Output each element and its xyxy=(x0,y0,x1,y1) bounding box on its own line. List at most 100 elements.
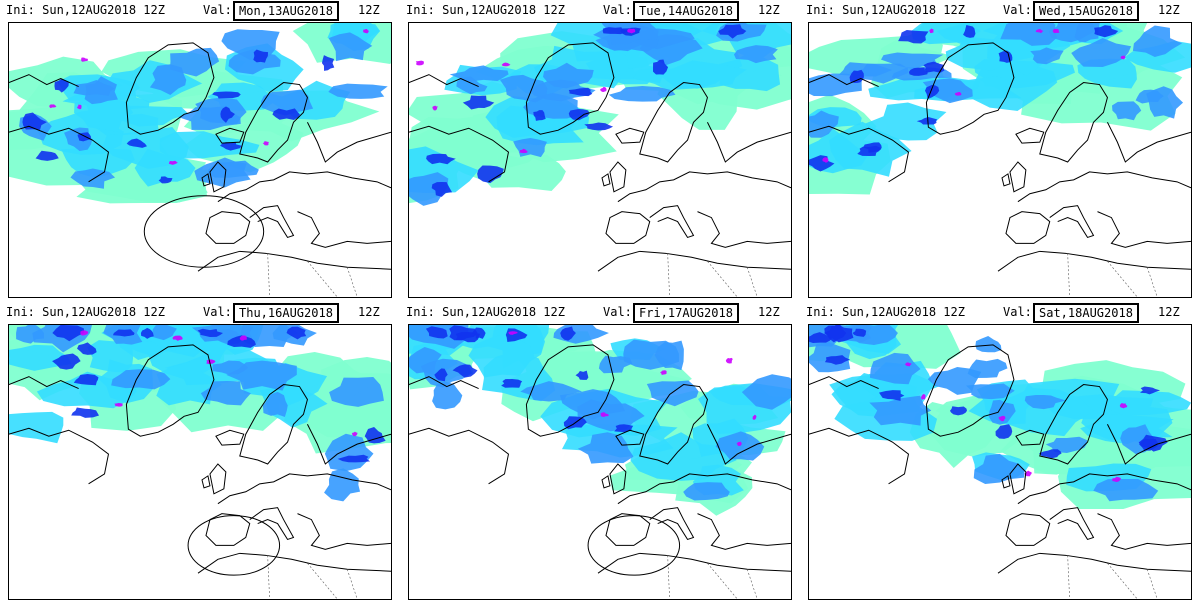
precip-blob xyxy=(262,391,288,418)
coastlines xyxy=(809,344,1191,574)
precip-blob xyxy=(1052,28,1060,34)
coastline xyxy=(9,427,110,485)
forecast-panel-1: Ini: Sun,12AUG2018 12Z Val: Mon,13AUG201… xyxy=(0,0,392,298)
coastline xyxy=(615,127,645,144)
coastline xyxy=(239,384,308,465)
coastline xyxy=(609,463,627,495)
valid-hour-label: 12Z xyxy=(358,305,380,319)
coastline xyxy=(1039,82,1108,163)
panel-header: Ini: Sun,12AUG2018 12Z Val: Fri,17AUG201… xyxy=(400,302,792,323)
precip-blob xyxy=(975,336,1002,353)
borders xyxy=(1067,555,1158,599)
coastline xyxy=(205,211,251,244)
precip-blob xyxy=(945,36,1052,71)
highlight-ellipse xyxy=(143,195,265,268)
precip-blob xyxy=(194,157,251,188)
precip-blob xyxy=(533,110,546,121)
coastline xyxy=(809,427,910,485)
coastline xyxy=(197,552,391,574)
precip-blob xyxy=(9,344,72,371)
precip-blob xyxy=(197,328,223,338)
coastline xyxy=(201,475,211,489)
coastline xyxy=(1017,473,1191,505)
precip-blob xyxy=(809,155,835,172)
precip-blob xyxy=(432,105,438,111)
precip-blob xyxy=(220,106,235,123)
coastline xyxy=(1009,463,1027,495)
valid-date-box: Fri,17AUG2018 xyxy=(633,303,739,323)
precip-blob xyxy=(608,86,676,102)
border-line xyxy=(346,569,358,599)
precip-blob xyxy=(683,482,730,501)
precip-blob xyxy=(1112,476,1121,482)
coastline xyxy=(639,384,708,465)
coastline xyxy=(239,82,308,163)
precip-blob xyxy=(1071,37,1132,67)
coastline xyxy=(605,211,651,244)
precip-blob xyxy=(921,393,926,400)
precip-blob xyxy=(1140,386,1161,395)
coastline xyxy=(525,344,615,437)
precip-blob xyxy=(1119,403,1128,409)
panel-header: Ini: Sun,12AUG2018 12Z Val: Wed,15AUG201… xyxy=(800,0,1192,21)
precip-blob xyxy=(809,110,839,138)
valid-label: Val: xyxy=(1003,3,1032,17)
precip-blob xyxy=(600,86,607,92)
precip-blob xyxy=(568,87,593,97)
precip-blob xyxy=(988,399,1016,425)
precip-blob xyxy=(212,91,241,99)
precip-blob xyxy=(462,95,495,110)
precip-blob xyxy=(102,127,189,169)
coastline xyxy=(409,427,510,485)
valid-date-box: Thu,16AUG2018 xyxy=(233,303,339,323)
coastline xyxy=(706,424,791,465)
precip-blob xyxy=(1000,23,1058,46)
border-line xyxy=(346,267,358,297)
precip-blob xyxy=(823,325,854,343)
precip-blob xyxy=(927,366,982,395)
coastline xyxy=(1001,475,1011,489)
precipitation-field xyxy=(809,325,1191,510)
precip-blob xyxy=(71,407,100,418)
border-line xyxy=(667,555,670,599)
precip-blob xyxy=(200,380,251,406)
panel-header: Ini: Sun,12AUG2018 12Z Val: Thu,16AUG201… xyxy=(0,302,392,323)
precip-blob xyxy=(73,79,115,96)
precip-blob xyxy=(725,357,733,364)
precipitation-map xyxy=(808,22,1192,298)
coastlines xyxy=(9,42,391,272)
forecast-panel-3: Ini: Sun,12AUG2018 12Z Val: Wed,15AUG201… xyxy=(800,0,1192,298)
precip-blob xyxy=(227,335,256,348)
border-line xyxy=(267,555,270,599)
border-line xyxy=(267,253,270,297)
coastline xyxy=(1005,513,1051,546)
precip-blob xyxy=(809,332,832,343)
coastline xyxy=(597,250,791,272)
valid-label: Val: xyxy=(1003,305,1032,319)
precip-blob xyxy=(415,60,424,66)
coastline xyxy=(615,429,645,446)
coastline xyxy=(215,429,245,446)
precip-blob xyxy=(286,326,307,340)
valid-label: Val: xyxy=(603,3,632,17)
coastline xyxy=(125,42,215,135)
coastline xyxy=(809,376,879,389)
precip-blob xyxy=(924,84,940,100)
coastline xyxy=(1015,127,1045,144)
coastline xyxy=(601,173,611,187)
precip-blob xyxy=(965,383,1015,400)
precip-blob xyxy=(239,335,247,341)
precip-blob xyxy=(646,380,699,407)
precip-blob xyxy=(452,364,478,378)
precip-blob xyxy=(916,117,938,125)
precip-blob xyxy=(351,431,358,437)
valid-date-box: Mon,13AUG2018 xyxy=(233,1,339,21)
precip-blob xyxy=(715,431,765,461)
precip-blob xyxy=(633,60,747,91)
coastline xyxy=(409,376,479,389)
coastline xyxy=(649,507,695,541)
precip-blob xyxy=(54,78,69,93)
highlight-ellipse xyxy=(187,515,281,576)
coastline xyxy=(306,424,391,465)
coastline xyxy=(706,122,791,163)
